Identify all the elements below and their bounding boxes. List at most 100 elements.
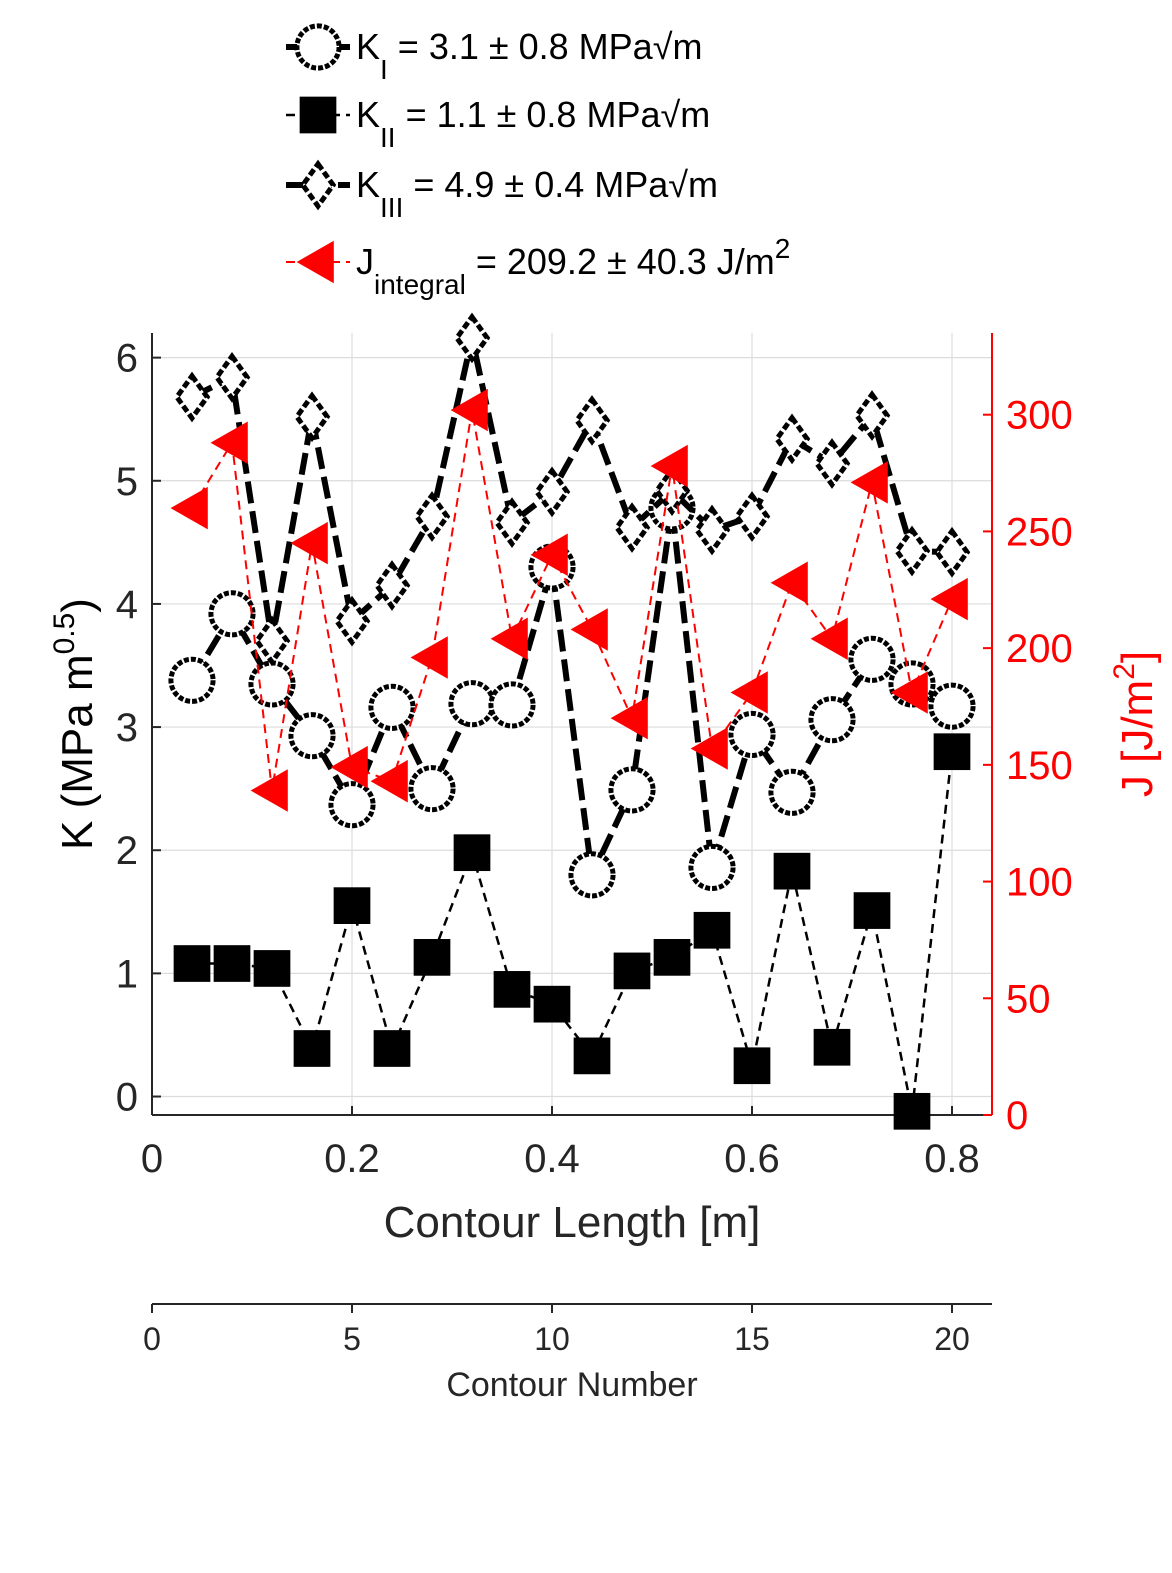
y-right-tick-label: 0 <box>1006 1094 1028 1138</box>
data-point-KII <box>213 945 251 982</box>
contour-tick-label: 20 <box>934 1321 970 1357</box>
data-point-J <box>530 533 568 577</box>
x-tick-label: 0 <box>141 1137 163 1181</box>
data-point-KIII <box>453 312 491 364</box>
data-point-KII <box>173 945 211 982</box>
legend-base: J <box>356 241 374 282</box>
legend-entry-J: Jintegral = 209.2 ± 40.3 J/m2 <box>286 233 790 300</box>
legend-label-KIII: KIII = 4.9 ± 0.4 MPa√m <box>356 164 718 223</box>
data-point-KIII <box>893 525 931 577</box>
series-J <box>170 388 968 812</box>
data-point-KI <box>928 682 976 730</box>
series-KI <box>168 484 976 899</box>
y-right-axis-label: J [J/m2] <box>1108 651 1162 797</box>
legend-marker-KI <box>294 23 342 71</box>
data-point-J <box>330 745 368 789</box>
legend-base: K <box>356 26 380 67</box>
y-left-tick-label: 4 <box>116 583 138 627</box>
data-point-KIII <box>213 351 251 403</box>
data-point-KI <box>808 696 856 744</box>
legend-label-KI: KI = 3.1 ± 0.8 MPa√m <box>356 26 702 85</box>
data-point-KI <box>448 680 496 728</box>
data-point-J <box>370 759 408 803</box>
x-tick-label: 0.4 <box>524 1137 580 1181</box>
y-right-tick-label: 100 <box>1006 861 1073 905</box>
series-line-J <box>191 409 953 792</box>
data-point-KIII <box>693 504 731 556</box>
legend-text: = 3.1 ± 0.8 MPa√m <box>388 26 703 67</box>
y-left-tick-label: 2 <box>116 829 138 873</box>
data-point-KII <box>533 985 571 1023</box>
legend-text: = 209.2 ± 40.3 J/m <box>466 241 775 282</box>
x-tick-label: 0.8 <box>924 1137 980 1181</box>
contour-tick-label: 5 <box>343 1321 361 1357</box>
axis-labels: Contour Length [m] Contour Number K (MPa m… <box>48 598 1162 1404</box>
legend-entry-KI: KI = 3.1 ± 0.8 MPa√m <box>286 23 702 85</box>
y-right-tick-label: 250 <box>1006 510 1073 554</box>
y-left-tick-label: 1 <box>116 952 138 996</box>
y-left-tick-label: 6 <box>116 337 138 381</box>
data-point-J <box>850 461 888 504</box>
data-point-KII <box>253 950 291 987</box>
data-point-J <box>690 727 728 770</box>
data-point-KI <box>848 635 896 683</box>
data-point-KIII <box>413 491 451 542</box>
series-line-KIII <box>190 334 953 644</box>
data-point-KII <box>333 887 371 924</box>
y-right-tick-label: 200 <box>1006 627 1073 671</box>
y-right-tick-label: 300 <box>1006 394 1073 438</box>
contour-tick-label: 15 <box>734 1321 770 1357</box>
data-point-KI <box>288 712 336 760</box>
y-right-tick-label: 150 <box>1006 744 1073 788</box>
contour-tick-label: 10 <box>534 1321 570 1357</box>
x-tick-label: 0.2 <box>324 1137 380 1181</box>
data-point-KII <box>653 939 691 976</box>
axes: 0 0.2 0.4 0.6 0.8 0 1 2 3 4 5 6 0 50 100 150 200 250 300 0 5… <box>116 333 1073 1357</box>
legend-entry-KII: KII = 1.1 ± 0.8 MPa√m <box>286 94 710 153</box>
data-point-J <box>570 608 608 651</box>
data-point-KI <box>728 710 776 759</box>
data-point-KII <box>773 852 811 890</box>
data-point-KIII <box>293 391 331 443</box>
y-right-label-exp: 2 <box>1108 663 1141 680</box>
data-point-KIII <box>173 371 211 423</box>
legend-marker-KII <box>299 96 337 134</box>
data-point-J <box>410 636 448 679</box>
series-KIII <box>173 312 971 667</box>
y-right-tick-label: 50 <box>1006 977 1051 1021</box>
data-point-KI <box>608 766 656 814</box>
y-right-label-close: ] <box>1113 651 1162 663</box>
data-point-KIII <box>333 595 371 647</box>
data-point-J <box>490 617 528 661</box>
x-tick-label: 0.6 <box>724 1137 780 1181</box>
data-point-KII <box>413 939 451 976</box>
legend-subscript: I <box>380 54 388 85</box>
data-point-KIII <box>853 390 891 441</box>
y-left-label-exp: 0.5 <box>48 613 81 655</box>
data-point-J <box>810 617 848 661</box>
data-point-KI <box>168 656 216 704</box>
data-point-KII <box>693 911 731 949</box>
contour-axis-label: Contour Number <box>446 1366 697 1404</box>
data-point-KII <box>493 971 531 1008</box>
data-point-KIII <box>493 497 531 549</box>
data-point-J <box>450 388 488 432</box>
data-point-KIII <box>773 413 811 465</box>
data-point-KII <box>293 1030 331 1067</box>
data-point-KI <box>488 681 536 729</box>
series-KII <box>173 733 971 1130</box>
data-point-KIII <box>533 466 571 518</box>
data-point-KIII <box>253 615 291 667</box>
y-right-label-text: J [J/m <box>1113 680 1162 797</box>
contour-tick-label: 0 <box>143 1321 161 1357</box>
legend-marker-KIII <box>299 159 337 211</box>
y-left-tick-label: 5 <box>116 460 138 504</box>
data-point-KI <box>568 851 616 899</box>
legend-label-J: Jintegral = 209.2 ± 40.3 J/m2 <box>356 233 790 300</box>
data-point-KI <box>688 843 736 892</box>
data-point-KI <box>768 768 816 816</box>
legend-base: K <box>356 164 380 205</box>
data-point-KIII <box>813 438 851 489</box>
y-left-label-text: K (MPa m <box>53 654 102 850</box>
data-point-KIII <box>613 502 651 553</box>
